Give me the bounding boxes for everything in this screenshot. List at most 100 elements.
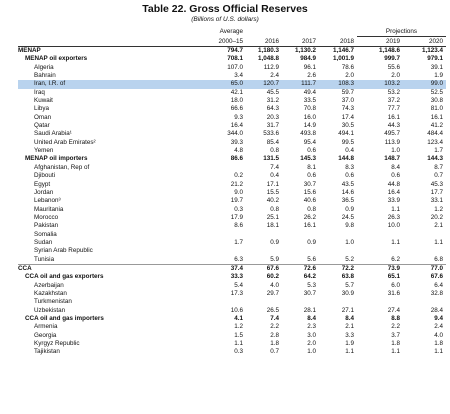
cell-value: 131.5 — [263, 155, 279, 163]
row-label: Algeria — [34, 63, 54, 71]
cell-value — [282, 231, 319, 239]
row-label: Azerbaijan — [34, 281, 64, 289]
cell-value: 1.1 — [391, 205, 400, 213]
cell-value: 39.1 — [430, 63, 443, 71]
cell-value: 63.8 — [341, 273, 354, 281]
cell-value — [357, 231, 403, 239]
table-row: Kuwait 18.0 31.2 33.5 37.0 37.2 30.8 — [18, 97, 446, 105]
table-row: United Arab Emirates² 39.3 85.4 95.4 99.5 113… — [18, 139, 446, 147]
row-label: Uzbekistan — [34, 306, 66, 314]
cell-value: 5.7 — [345, 281, 354, 289]
cell-value: 2.1 — [434, 222, 443, 230]
cell-value: 31.7 — [266, 122, 279, 130]
cell-value: 49.4 — [303, 88, 316, 96]
cell-value: 86.6 — [230, 155, 243, 163]
cell-value — [403, 231, 446, 239]
cell-value: 10.0 — [387, 222, 400, 230]
cell-value: 6.4 — [434, 281, 443, 289]
cell-value — [208, 231, 246, 239]
cell-value: 344.0 — [227, 130, 243, 138]
row-label: Kuwait — [34, 97, 53, 105]
cell-value: 95.4 — [303, 138, 316, 146]
cell-value: 1.2 — [434, 205, 443, 213]
cell-value — [208, 164, 246, 172]
row-label: Somalia — [34, 230, 57, 238]
table-row: Lebanon³ 19.7 40.2 40.6 36.5 33.9 33.1 — [18, 197, 446, 205]
cell-value: 45.5 — [266, 88, 279, 96]
cell-value: 72.6 — [282, 263, 319, 274]
cell-value: 16.4 — [230, 122, 243, 130]
cell-value — [246, 247, 282, 255]
cell-value: 3.0 — [307, 331, 316, 339]
row-label: MENAP — [18, 46, 208, 56]
cell-value: 999.7 — [384, 55, 400, 63]
cell-value: 85.4 — [266, 138, 279, 146]
cell-value: 17.3 — [230, 289, 243, 297]
row-label: Pakistan — [34, 222, 59, 230]
cell-value: 1.1 — [434, 348, 443, 356]
cell-value: 1.0 — [345, 238, 354, 246]
cell-value — [246, 298, 282, 306]
cell-value: 16.1 — [430, 113, 443, 121]
cell-value: 1.9 — [434, 72, 443, 80]
cell-value: 113.9 — [384, 138, 400, 146]
cell-value: 3.4 — [234, 72, 243, 80]
cell-value: 8.3 — [345, 163, 354, 171]
cell-value: 45.3 — [430, 180, 443, 188]
cell-value: 494.1 — [338, 130, 354, 138]
cell-value: 120.7 — [246, 80, 282, 89]
table-row: Somalia — [18, 231, 446, 239]
cell-value: 16.4 — [387, 188, 400, 196]
cell-value: 40.6 — [303, 197, 316, 205]
cell-value: 17.7 — [430, 188, 443, 196]
cell-value: 31.2 — [266, 97, 279, 105]
cell-value: 26.2 — [303, 213, 316, 221]
table-row: Pakistan 8.6 18.1 16.1 9.8 10.0 2.1 — [18, 222, 446, 230]
header-row: 2000–15 2016 2017 2018 2019 2020 — [18, 36, 446, 47]
cell-value: 495.7 — [384, 130, 400, 138]
cell-value: 5.2 — [345, 255, 354, 263]
cell-value: 72.2 — [319, 263, 357, 274]
cell-value: 493.8 — [300, 130, 316, 138]
cell-value: 33.5 — [303, 97, 316, 105]
table-row: Kyrgyz Republic 1.1 1.8 2.0 1.9 1.8 1.8 — [18, 340, 446, 348]
cell-value: 123.4 — [427, 138, 443, 146]
cell-value: 1.5 — [234, 331, 243, 339]
cell-value — [282, 247, 319, 255]
cell-value: 36.5 — [341, 197, 354, 205]
table-title: Table 22. Gross Official Reserves — [142, 3, 308, 15]
cell-value: 65.0 — [208, 80, 246, 89]
row-label: CCA — [18, 263, 208, 274]
cell-value: 984.9 — [300, 55, 316, 63]
cell-value: 112.9 — [263, 63, 279, 71]
row-label: Lebanon³ — [34, 197, 61, 205]
cell-value: 52.5 — [430, 88, 443, 96]
cell-value: 24.5 — [341, 213, 354, 221]
cell-value: 0.6 — [307, 172, 316, 180]
cell-value: 44.8 — [387, 180, 400, 188]
cell-value: 5.6 — [307, 255, 316, 263]
table-row: Libya 66.6 64.3 70.8 74.3 77.7 81.0 — [18, 105, 446, 113]
row-label: Oman — [34, 113, 52, 121]
cell-value: 16.1 — [303, 222, 316, 230]
cell-value: 0.6 — [345, 172, 354, 180]
cell-value: 15.5 — [266, 188, 279, 196]
cell-value — [319, 298, 357, 306]
cell-value: 4.1 — [234, 315, 243, 322]
cell-value: 979.1 — [427, 55, 443, 63]
cell-value: 60.2 — [266, 273, 279, 281]
column-header: 2000–15 — [208, 36, 246, 47]
row-label: CCA oil and gas exporters — [25, 273, 104, 281]
cell-value — [357, 247, 403, 255]
cell-value: 28.4 — [430, 306, 443, 314]
cell-value: 3.3 — [345, 331, 354, 339]
table-row: CCA 37.4 67.6 72.6 72.2 73.9 77.0 — [18, 263, 446, 274]
cell-value: 0.2 — [234, 172, 243, 180]
cell-value: 16.1 — [387, 113, 400, 121]
header-blank — [246, 28, 282, 37]
header-projections: Projections — [357, 28, 446, 37]
cell-value: 4.8 — [234, 147, 243, 155]
row-label: Qatar — [34, 122, 50, 130]
table-body: MENAP 794.7 1,180.3 1,130.2 1,146.7 1,148.6 1,… — [18, 46, 446, 357]
cell-value: 18.0 — [230, 97, 243, 105]
